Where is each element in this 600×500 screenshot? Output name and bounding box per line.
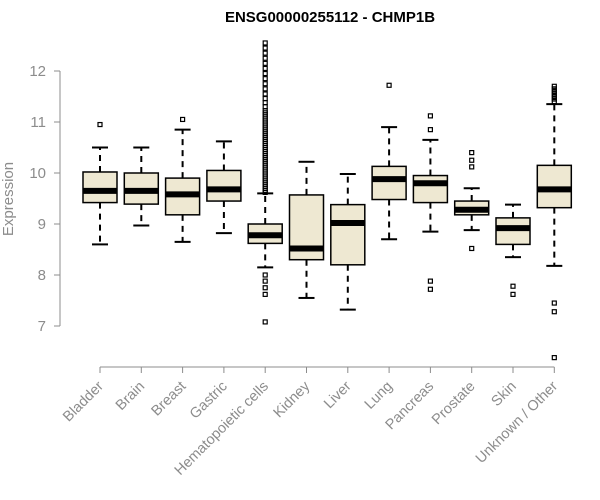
- x-tick-label: Prostate: [429, 379, 478, 428]
- outlier-point: [551, 309, 557, 315]
- outlier-point: [262, 278, 268, 284]
- outlier-point: [469, 150, 475, 156]
- box-prostate: [453, 150, 490, 252]
- outlier-point: [510, 291, 516, 297]
- outlier-point: [262, 291, 268, 297]
- y-axis: 7 8 9 10 11 12: [29, 63, 61, 335]
- outlier-point: [386, 82, 392, 88]
- box-breast: [164, 116, 201, 243]
- outlier-point: [262, 81, 268, 87]
- y-tick-label: 8: [38, 267, 46, 284]
- outlier-point: [262, 319, 268, 325]
- x-tick-label: Kidney: [271, 378, 314, 421]
- outlier-point: [262, 100, 268, 106]
- box-iqr: [82, 171, 118, 204]
- box-gastric: [206, 140, 242, 235]
- outlier-point: [510, 283, 516, 289]
- outlier-point: [262, 272, 268, 278]
- outlier-point: [180, 116, 186, 123]
- outlier-point: [551, 83, 557, 89]
- box-series: [82, 40, 573, 361]
- chart-title: ENSG00000255112 - CHMP1B: [225, 9, 435, 26]
- outlier-point: [427, 286, 433, 292]
- outlier-point: [427, 127, 433, 133]
- outlier-point: [427, 113, 433, 119]
- box-kidney: [288, 160, 325, 299]
- outlier-point: [262, 95, 268, 102]
- outlier-point: [469, 157, 475, 163]
- y-tick-label: 11: [30, 114, 46, 131]
- outlier-point: [262, 60, 268, 66]
- box-iqr: [412, 174, 449, 204]
- y-tick-label: 10: [29, 165, 46, 182]
- box-lung: [371, 82, 407, 241]
- y-tick-label: 7: [38, 318, 46, 335]
- y-axis-label: Expression: [0, 162, 17, 236]
- outlier-point: [262, 55, 268, 61]
- outlier-point: [262, 91, 268, 97]
- outlier-point: [262, 70, 268, 77]
- box-iqr: [206, 169, 242, 202]
- outlier-point: [427, 278, 433, 284]
- y-tick-label: 9: [38, 216, 46, 233]
- x-tick-label: Brain: [113, 379, 148, 414]
- outlier-point: [551, 355, 557, 361]
- outlier-point: [262, 86, 268, 92]
- box-hematopoietic-cells: [247, 40, 283, 325]
- box-iqr: [371, 165, 407, 201]
- x-tick-label: Skin: [489, 379, 520, 410]
- outlier-point: [551, 300, 557, 306]
- x-tick-label: Liver: [321, 378, 355, 412]
- outlier-point: [262, 104, 268, 110]
- x-tick-label: Bladder: [60, 378, 107, 425]
- box-unknown-other: [536, 83, 573, 361]
- outlier-point: [262, 50, 268, 56]
- box-liver: [330, 173, 366, 311]
- box-iqr: [330, 203, 366, 266]
- x-tick-label: Breast: [148, 379, 189, 420]
- outlier-point: [262, 285, 268, 291]
- box-skin: [495, 203, 531, 297]
- outlier-point: [262, 76, 268, 82]
- outlier-point: [469, 164, 475, 170]
- x-tick-label: Lung: [362, 379, 396, 413]
- box-pancreas: [412, 113, 449, 292]
- outlier-point: [469, 245, 475, 252]
- outlier-point: [262, 40, 268, 46]
- outlier-point: [97, 121, 103, 128]
- box-iqr: [495, 217, 531, 246]
- y-tick-label: 12: [29, 63, 46, 80]
- outlier-point: [262, 45, 268, 51]
- outlier-point: [262, 65, 268, 72]
- box-brain: [123, 146, 160, 227]
- box-bladder: [82, 121, 118, 246]
